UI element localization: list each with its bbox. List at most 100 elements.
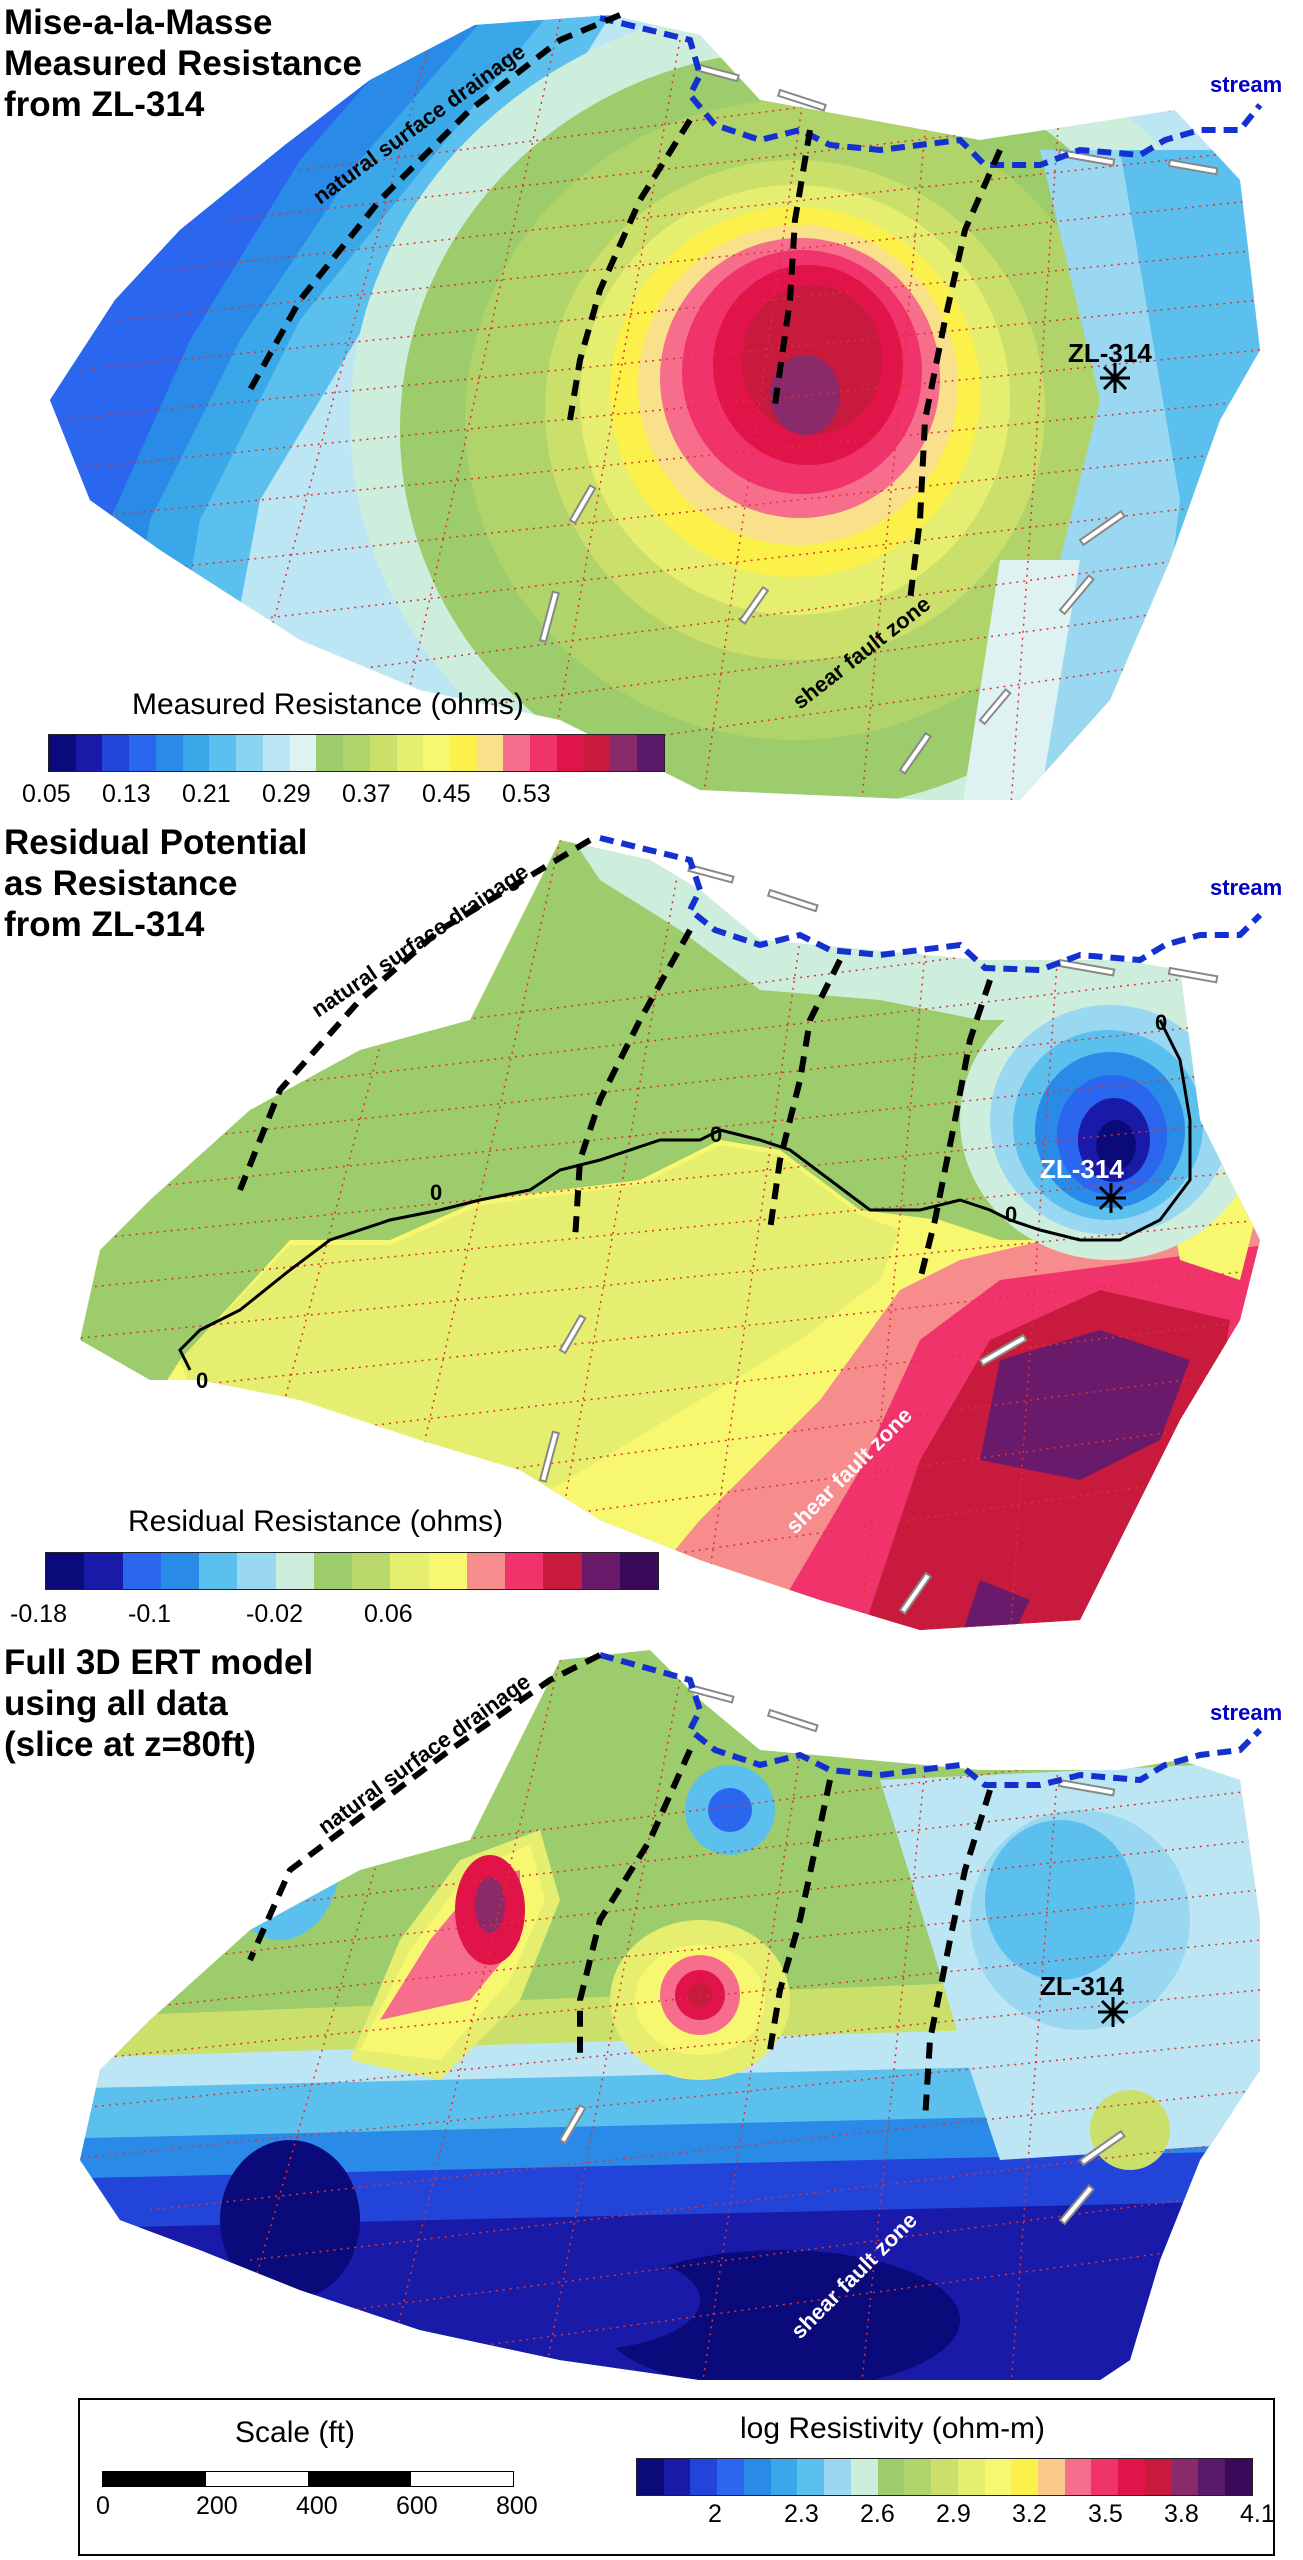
colorbar-swatch bbox=[530, 735, 557, 771]
tick-label: 2.3 bbox=[784, 2500, 819, 2528]
colorbar-swatch bbox=[1091, 2459, 1119, 2495]
tick-label: 0.29 bbox=[262, 780, 311, 808]
ert-resistivity-map: natural surface drainage stream ZL-314 s… bbox=[80, 1650, 1282, 2380]
well-label: ZL-314 bbox=[1068, 338, 1152, 368]
tick-label: 2.6 bbox=[860, 2500, 895, 2528]
colorbar-swatch bbox=[46, 1553, 85, 1589]
measured-resistance-map: natural surface drainage stream ZL-314 s… bbox=[50, 12, 1282, 800]
stream-label: stream bbox=[1210, 72, 1282, 97]
zero-contour-line bbox=[178, 1019, 1192, 1371]
tick-label: 0.21 bbox=[182, 780, 231, 808]
colorbar-swatch bbox=[610, 735, 638, 771]
colorbar-swatch bbox=[396, 735, 424, 771]
colorbar-swatch bbox=[236, 735, 263, 771]
tick-label: 0.05 bbox=[22, 780, 71, 808]
colorbar-swatch bbox=[904, 2459, 932, 2495]
well-marker-icon bbox=[1100, 363, 1130, 393]
contour-label: 0 bbox=[196, 1368, 208, 1393]
colorbar-swatch bbox=[423, 735, 451, 771]
colorbar-swatch bbox=[583, 735, 611, 771]
colorbar-swatch bbox=[1144, 2459, 1172, 2495]
colorbar-swatch bbox=[556, 735, 584, 771]
tick-label: 0.13 bbox=[102, 780, 151, 808]
colorbar-swatch bbox=[428, 1553, 467, 1589]
colorbar-swatch bbox=[663, 2459, 691, 2495]
colorbar-swatch bbox=[850, 2459, 878, 2495]
resistivity-title: log Resistivity (ohm-m) bbox=[740, 2412, 1046, 2445]
tick-label: 3.2 bbox=[1012, 2500, 1047, 2528]
scale-title: Scale (ft) bbox=[235, 2416, 356, 2449]
colorbar-title: Measured Resistance (ohms) bbox=[132, 688, 524, 721]
colorbar-swatch bbox=[75, 735, 103, 771]
colorbar-title: Residual Resistance (ohms) bbox=[128, 1505, 504, 1538]
drainage-lines bbox=[237, 837, 993, 1281]
panel-title: Mise-a-la-Masse Measured Resistance from… bbox=[4, 3, 362, 124]
resistivity-colorbar bbox=[636, 2458, 1253, 2496]
tick-label: 0 bbox=[96, 2492, 110, 2520]
well-label: ZL-314 bbox=[1040, 1154, 1124, 1184]
colorbar-swatch bbox=[450, 735, 477, 771]
residual-resistance-colorbar bbox=[45, 1552, 659, 1590]
residual-resistance-panel: Residual Potential as Resistance from ZL… bbox=[0, 820, 1303, 1640]
colorbar-swatch bbox=[122, 1553, 161, 1589]
colorbar-swatch bbox=[1011, 2459, 1039, 2495]
tick-label: 800 bbox=[496, 2492, 538, 2520]
colorbar-swatch bbox=[503, 735, 531, 771]
map-legend: Scale (ft) 0 200 400 600 800 log Resistivity… bbox=[78, 2398, 1275, 2556]
well-marker-icon bbox=[1096, 1183, 1126, 1213]
colorbar-swatch bbox=[824, 2459, 851, 2495]
tick-label: 600 bbox=[396, 2492, 438, 2520]
tick-label: 2.9 bbox=[936, 2500, 971, 2528]
contour-label: 0 bbox=[710, 1122, 722, 1147]
colorbar-swatch bbox=[743, 2459, 771, 2495]
colorbar-swatch bbox=[237, 1553, 276, 1589]
tick-label: 2 bbox=[708, 2500, 722, 2528]
contour-label: 0 bbox=[1155, 1010, 1167, 1035]
colorbar-swatch bbox=[182, 735, 210, 771]
stream-label: stream bbox=[1210, 875, 1282, 900]
tick-label: -0.02 bbox=[246, 1600, 303, 1628]
colorbar-swatch bbox=[102, 735, 130, 771]
colorbar-swatch bbox=[343, 735, 370, 771]
well-marker-icon bbox=[1098, 1997, 1128, 2027]
stream-line bbox=[599, 15, 1263, 168]
tick-label: -0.1 bbox=[128, 1600, 172, 1628]
colorbar-swatch bbox=[84, 1553, 123, 1589]
colorbar-swatch bbox=[877, 2459, 905, 2495]
tick-label: -0.18 bbox=[10, 1600, 67, 1628]
ert-model-panel: Full 3D ERT model using all data (slice … bbox=[0, 1640, 1303, 2400]
colorbar-swatch bbox=[275, 1553, 314, 1589]
colorbar-swatch bbox=[690, 2459, 718, 2495]
panel-title: Full 3D ERT model using all data (slice … bbox=[4, 1643, 314, 1764]
colorbar-swatch bbox=[316, 735, 344, 771]
measured-resistance-colorbar bbox=[48, 734, 665, 772]
tick-label: 400 bbox=[296, 2492, 338, 2520]
colorbar-swatch bbox=[957, 2459, 985, 2495]
colorbar-swatch bbox=[717, 2459, 744, 2495]
colorbar-swatch bbox=[1171, 2459, 1199, 2495]
colorbar-swatch bbox=[1225, 2459, 1252, 2495]
colorbar-swatch bbox=[637, 2459, 664, 2495]
contour-label: 0 bbox=[430, 1180, 442, 1205]
colorbar-swatch bbox=[262, 735, 290, 771]
colorbar-swatch bbox=[160, 1553, 199, 1589]
stream-line bbox=[599, 835, 1263, 974]
colorbar-swatch bbox=[770, 2459, 798, 2495]
tick-label: 4.1 bbox=[1240, 2500, 1275, 2528]
colorbar-swatch bbox=[1064, 2459, 1092, 2495]
drainage-lines bbox=[247, 12, 1003, 601]
colorbar-swatch bbox=[1118, 2459, 1145, 2495]
stream-label: stream bbox=[1210, 1700, 1282, 1725]
tick-label: 3.8 bbox=[1164, 2500, 1199, 2528]
colorbar-swatch bbox=[797, 2459, 825, 2495]
panel-title: Residual Potential as Resistance from ZL… bbox=[4, 823, 308, 944]
colorbar-swatch bbox=[543, 1553, 582, 1589]
tick-label: 200 bbox=[196, 2492, 238, 2520]
colorbar-swatch bbox=[619, 1553, 658, 1589]
tick-label: 3.5 bbox=[1088, 2500, 1123, 2528]
colorbar-swatch bbox=[199, 1553, 238, 1589]
residual-resistance-map: 0 0 0 0 0 natural surface drainage strea… bbox=[80, 835, 1282, 1630]
tick-label: 0.53 bbox=[502, 780, 551, 808]
colorbar-swatch bbox=[984, 2459, 1012, 2495]
drainage-lines bbox=[247, 1652, 993, 2121]
